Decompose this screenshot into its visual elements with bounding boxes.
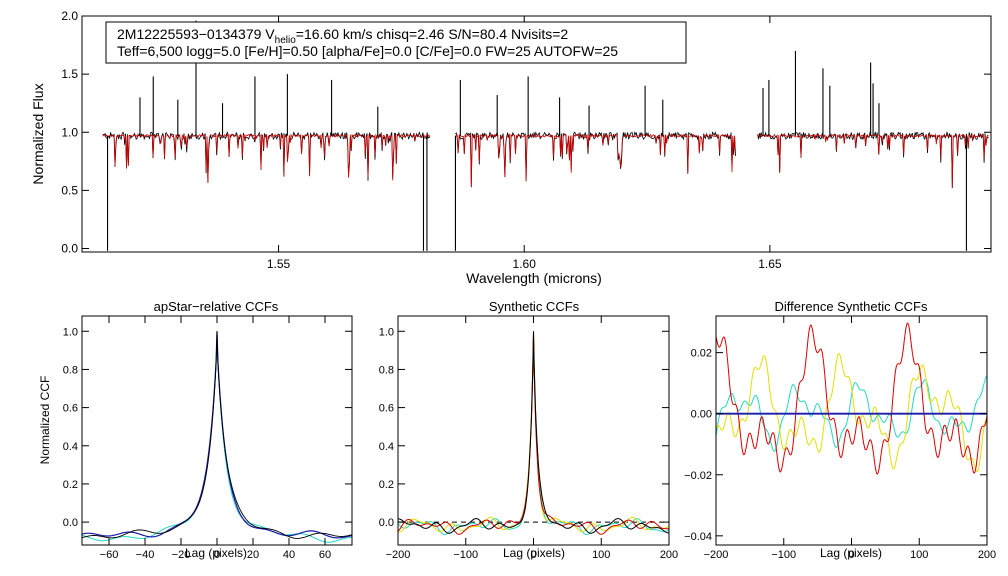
apstar-ccf-combined-line <box>81 331 353 539</box>
synthetic-ccf-xtick-label: −200 <box>386 549 411 561</box>
spectrum-lines <box>102 20 989 251</box>
synthetic-spectrum-chip-1 <box>102 133 431 183</box>
synthetic-ccf-ytick-label: 0.4 <box>379 441 394 453</box>
apstar-ccf-lines <box>81 331 353 543</box>
difference-ccf-panel: Difference Synthetic CCFs −200 −100 0 100 20… <box>684 299 996 561</box>
difference-ccf-xtick-label: 100 <box>910 549 928 561</box>
synthetic-ccf-y-ticks: 0.0 0.2 0.4 0.6 0.8 1.0 <box>379 326 669 529</box>
spectrum-ytick-label: 1.0 <box>61 125 78 139</box>
apstar-ccf-xtick-label: 20 <box>247 549 259 561</box>
apstar-ccf-visit-2-line <box>81 331 352 543</box>
synthetic-ccf-ytick-label: 0.2 <box>379 479 394 491</box>
apstar-ccf-panel: apStar−relative CCFs −60 −40 −20 0 20 40 60 0.… <box>38 299 353 561</box>
apstar-ccf-xtick-label: 40 <box>283 549 295 561</box>
apstar-ccf-ytick-label: 0.8 <box>63 364 78 376</box>
observed-spectrum-chip-3 <box>757 131 989 189</box>
spectrum-xtick-label: 1.60 <box>513 257 537 271</box>
difference-ccf-x-ticks: −200 −100 0 100 200 <box>704 316 996 561</box>
spectrum-ylabel: Normalized Flux <box>30 83 46 184</box>
difference-ccf-ytick-label: 0.00 <box>691 409 712 421</box>
synthetic-ccf-ytick-label: 0.0 <box>379 517 394 529</box>
synthetic-ccf-xtick-label: −100 <box>453 549 478 561</box>
difference-ccf-xtick-label: 200 <box>978 549 996 561</box>
apstar-ccf-ytick-label: 0.6 <box>63 403 78 415</box>
apstar-ccf-xtick-label: −40 <box>136 549 155 561</box>
synthetic-ccf-title: Synthetic CCFs <box>489 299 580 314</box>
info-line-2: Teff=6,500 logg=5.0 [Fe/H]=0.50 [alpha/F… <box>117 43 618 59</box>
apstar-ccf-xtick-label: 0 <box>214 549 220 561</box>
difference-ccf-y-ticks: −0.04 −0.02 0.00 0.02 <box>684 348 987 543</box>
difference-ccf-ytick-label: −0.02 <box>684 470 712 482</box>
synthetic-ccf-x-ticks: −200 −100 0 100 200 <box>386 316 678 561</box>
synthetic-ccf-visit-3-line <box>397 331 670 535</box>
synthetic-ccf-ytick-label: 0.6 <box>379 403 394 415</box>
apstar-ccf-xtick-label: 60 <box>319 549 331 561</box>
synthetic-ccf-combined-line <box>397 331 670 534</box>
helio-subscript: helio <box>275 35 297 46</box>
apstar-ccf-ytick-label: 0.0 <box>63 517 78 529</box>
difference-ccf-lines <box>715 322 988 475</box>
spectrum-xtick-label: 1.55 <box>267 257 291 271</box>
spectrum-xlabel: Wavelength (microns) <box>466 270 602 286</box>
synthetic-ccf-xtick-label: 100 <box>592 549 610 561</box>
observed-spectrum-chip-2 <box>455 130 736 188</box>
synthetic-ccf-ytick-label: 1.0 <box>379 326 394 338</box>
spectrum-ytick-label: 2.0 <box>61 9 78 23</box>
info-box: 2M12225593−0134379 Vhelio=16.60 km/s chi… <box>105 21 687 64</box>
synthetic-spectrum-chip-3 <box>757 133 989 188</box>
apstar-ccf-y-ticks: 0.0 0.2 0.4 0.6 0.8 1.0 <box>63 326 352 529</box>
spectrum-y-ticks: 0.0 0.5 1.0 1.5 2.0 <box>61 9 991 256</box>
difference-ccf-title: Difference Synthetic CCFs <box>775 299 928 314</box>
spectrum-x-ticks: 1.55 1.60 1.65 <box>267 16 782 271</box>
difference-ccf-visit-3-line <box>715 322 988 475</box>
apstar-ccf-ytick-label: 1.0 <box>63 326 78 338</box>
apstar-ccf-x-ticks: −60 −40 −20 0 20 40 60 <box>100 316 331 561</box>
difference-ccf-xlabel: Lag (pixels) <box>820 546 882 560</box>
synthetic-ccf-xlabel: Lag (pixels) <box>503 546 565 560</box>
difference-ccf-ytick-label: −0.04 <box>684 531 712 543</box>
info-line-1: 2M12225593−0134379 Vhelio=16.60 km/s chi… <box>117 26 568 46</box>
synthetic-spectrum-chip-2 <box>455 133 736 187</box>
apstar-ccf-visit-1-line <box>81 331 353 539</box>
synthetic-ccf-panel: Synthetic CCFs −200 −100 0 100 200 0.0 0.2 0.4… <box>379 299 678 561</box>
synthetic-ccf-xtick-label: 200 <box>660 549 678 561</box>
spectrum-ytick-label: 0.5 <box>61 183 78 197</box>
apstar-ccf-xtick-label: −20 <box>172 549 191 561</box>
difference-ccf-visit-1-line <box>715 375 988 452</box>
difference-ccf-xtick-label: 0 <box>848 549 854 561</box>
apstar-ccf-title: apStar−relative CCFs <box>154 299 279 314</box>
synthetic-ccf-xtick-label: 0 <box>530 549 536 561</box>
difference-ccf-xtick-label: −100 <box>771 549 796 561</box>
spectrum-panel: 1.55 1.60 1.65 0.0 0.5 1.0 1.5 2.0 Wavelength … <box>30 9 992 286</box>
difference-ccf-xtick-label: −200 <box>704 549 729 561</box>
spectrum-ytick-label: 0.0 <box>61 242 78 256</box>
apstar-ccf-ytick-label: 0.2 <box>63 479 78 491</box>
spectrum-xtick-label: 1.65 <box>758 257 782 271</box>
apstar-ccf-ylabel: Normalized CCF <box>38 376 52 465</box>
spectrum-frame <box>81 15 992 253</box>
spectrum-ytick-label: 1.5 <box>61 67 78 81</box>
difference-ccf-ytick-label: 0.02 <box>691 348 712 360</box>
apstar-ccf-xlabel: Lag (pixels) <box>185 546 247 560</box>
apstar-ccf-ytick-label: 0.4 <box>63 441 78 453</box>
difference-ccf-visit-2-line <box>715 353 988 473</box>
synthetic-ccf-ytick-label: 0.8 <box>379 364 394 376</box>
synthetic-ccf-lines <box>397 331 670 536</box>
apstar-ccf-xtick-label: −60 <box>100 549 119 561</box>
